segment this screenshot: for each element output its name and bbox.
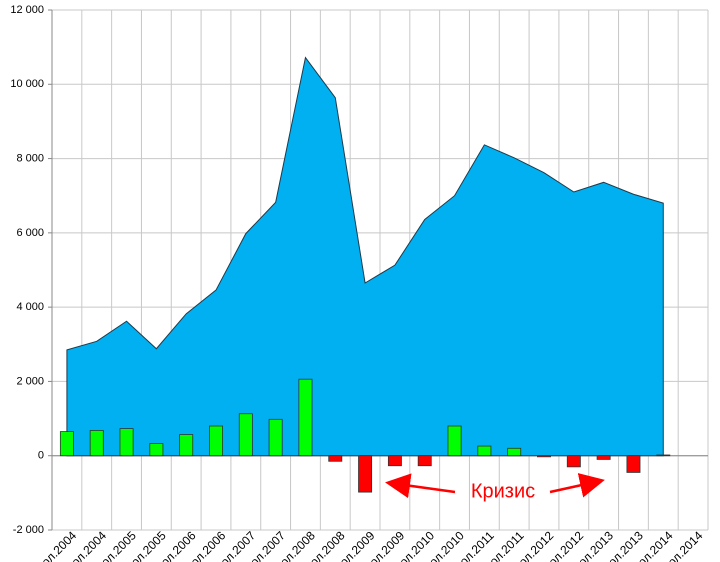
y-tick-label: 12 000 — [10, 4, 44, 16]
bar — [179, 434, 194, 457]
y-tick-label: -2 000 — [13, 524, 44, 536]
y-tick-label: 6 000 — [16, 227, 44, 239]
bar — [507, 447, 522, 457]
bar — [238, 413, 253, 457]
marks — [59, 56, 671, 493]
bar — [298, 378, 313, 457]
bar — [417, 455, 432, 467]
area — [66, 56, 664, 457]
arrow-left — [385, 473, 456, 499]
bar — [447, 425, 462, 457]
bar — [328, 455, 343, 462]
bar — [566, 455, 581, 468]
y-tick-label: 10 000 — [10, 78, 44, 90]
bar — [59, 431, 74, 457]
bar — [89, 430, 104, 457]
bar — [149, 443, 164, 457]
annotation: Кризис — [471, 480, 535, 502]
bar — [268, 418, 283, 457]
bar — [358, 455, 373, 493]
bar — [119, 428, 134, 457]
bar — [387, 455, 402, 467]
bar — [656, 454, 671, 457]
bar — [596, 455, 611, 460]
y-tick-label: 2 000 — [16, 375, 44, 387]
bar — [537, 455, 551, 458]
bar — [626, 455, 641, 473]
y-tick-label: 4 000 — [16, 301, 44, 313]
bar — [209, 425, 223, 457]
bar — [477, 445, 492, 457]
y-tick-label: 8 000 — [16, 152, 44, 164]
y-tick-label: 0 — [38, 450, 44, 462]
arrow-right — [549, 473, 605, 498]
